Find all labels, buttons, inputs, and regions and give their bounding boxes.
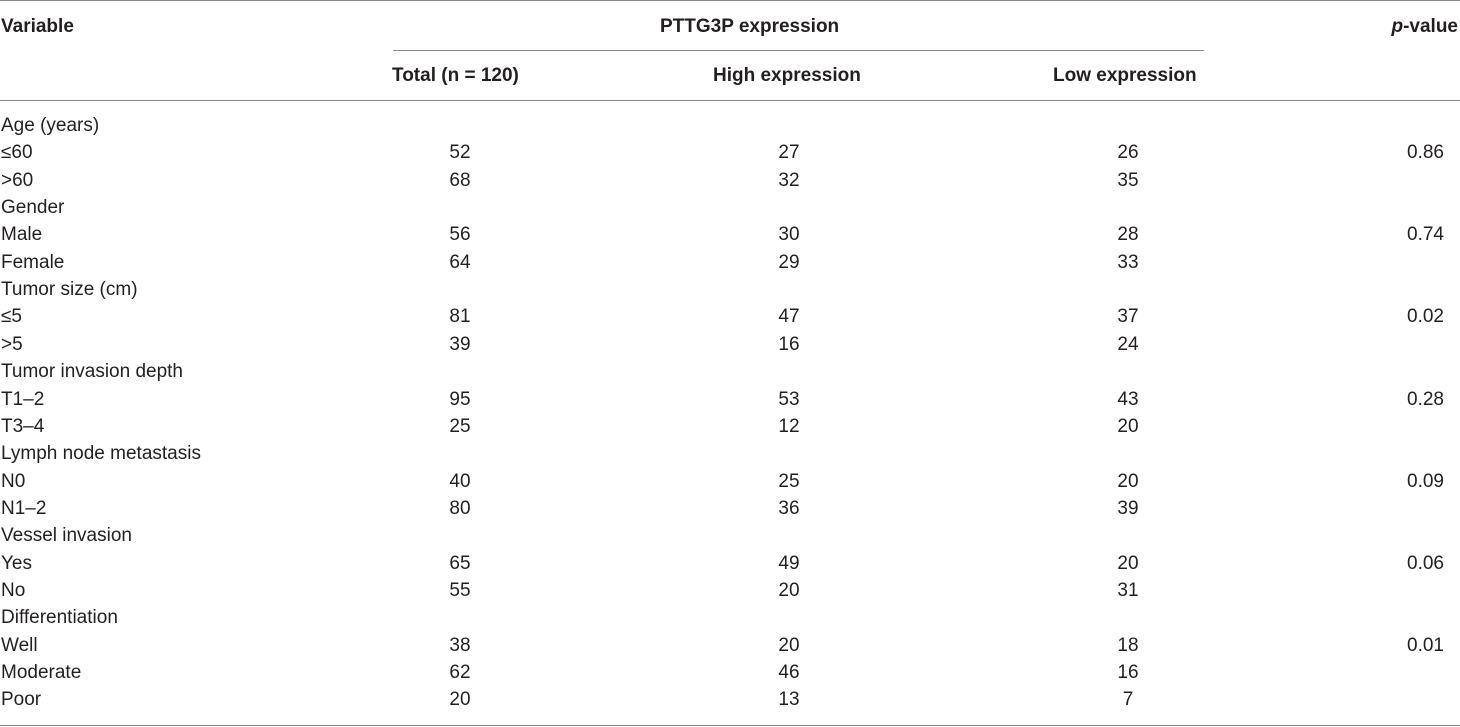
header-rule [0,100,1460,101]
cell-p-value: 0.01 [1407,635,1444,656]
cell-low: 7 [1122,689,1134,710]
cell-low: 20 [1117,416,1139,437]
row-label: Female [1,252,65,273]
cell-p-value: 0.09 [1407,471,1444,492]
cell-high: 12 [778,416,800,437]
cell-low: 26 [1117,142,1139,163]
cell-total: 38 [449,635,471,656]
header-p-italic: p [1391,16,1404,37]
row-label: T3–4 [1,416,45,437]
cell-p-value: 0.86 [1407,142,1444,163]
header-high: High expression [713,65,861,86]
row-label: Differentiation [1,607,118,628]
row-label: Poor [1,689,42,710]
row-label: Tumor size (cm) [1,279,138,300]
cell-high: 16 [778,334,800,355]
cell-low: 31 [1117,580,1139,601]
cell-p-value: 0.02 [1407,306,1444,327]
cell-low: 24 [1117,334,1139,355]
cell-high: 47 [778,306,800,327]
cell-total: 25 [449,416,471,437]
cell-p-value: 0.06 [1407,553,1444,574]
header-p-suffix: -value [1403,16,1458,37]
cell-total: 80 [449,498,471,519]
cell-total: 62 [449,662,471,683]
cell-high: 53 [778,389,800,410]
cell-total: 20 [449,689,471,710]
row-label: >60 [1,170,34,191]
top-rule [0,0,1460,1]
row-label: Moderate [1,662,82,683]
cell-total: 56 [449,224,471,245]
row-label: Age (years) [1,115,100,136]
cell-total: 55 [449,580,471,601]
row-label: Vessel invasion [1,525,132,546]
cell-low: 39 [1117,498,1139,519]
cell-high: 36 [778,498,800,519]
cell-high: 30 [778,224,800,245]
header-group: PTTG3P expression [660,16,840,37]
row-label: >5 [1,334,23,355]
bottom-rule [0,725,1460,726]
row-label: T1–2 [1,389,45,410]
row-label: Tumor invasion depth [1,361,184,382]
cell-total: 39 [449,334,471,355]
row-label: Well [1,635,38,656]
header-low: Low expression [1053,65,1197,86]
cell-total: 81 [449,306,471,327]
cell-high: 49 [778,553,800,574]
row-label: ≤5 [1,306,22,327]
cell-high: 20 [778,635,800,656]
row-label: Yes [1,553,32,574]
header-p-value: p-value [1391,16,1458,38]
row-label: ≤60 [1,142,33,163]
cell-total: 52 [449,142,471,163]
cell-high: 27 [778,142,800,163]
row-label: Male [1,224,43,245]
cell-low: 35 [1117,170,1139,191]
row-label: Gender [1,197,65,218]
row-label: N0 [1,471,26,492]
row-label: N1–2 [1,498,47,519]
cell-total: 40 [449,471,471,492]
cell-total: 65 [449,553,471,574]
cell-p-value: 0.74 [1407,224,1444,245]
cell-total: 68 [449,170,471,191]
row-label: Lymph node metastasis [1,443,201,464]
cell-low: 33 [1117,252,1139,273]
cell-high: 29 [778,252,800,273]
row-label: No [1,580,26,601]
cell-low: 28 [1117,224,1139,245]
cell-low: 37 [1117,306,1139,327]
header-total: Total (n = 120) [392,65,519,86]
cell-total: 64 [449,252,471,273]
cell-low: 18 [1117,635,1139,656]
cell-low: 43 [1117,389,1139,410]
cell-low: 16 [1117,662,1139,683]
group-underline [393,50,1204,51]
cell-high: 46 [778,662,800,683]
cell-high: 25 [778,471,800,492]
cell-high: 13 [778,689,800,710]
cell-high: 32 [778,170,800,191]
cell-low: 20 [1117,471,1139,492]
cell-total: 95 [449,389,471,410]
cell-high: 20 [778,580,800,601]
cell-low: 20 [1117,553,1139,574]
header-variable: Variable [1,16,74,37]
cell-p-value: 0.28 [1407,389,1444,410]
